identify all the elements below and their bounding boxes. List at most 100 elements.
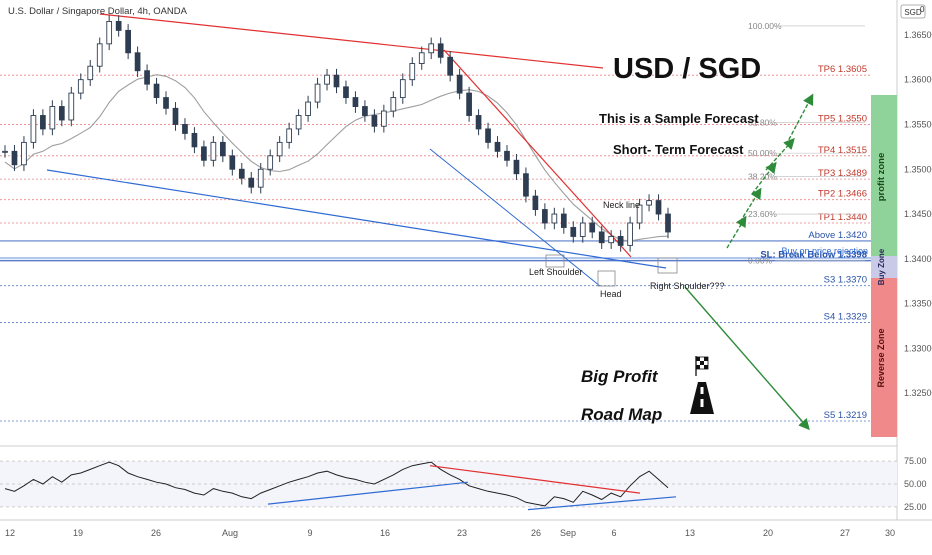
forecast-up-arrow <box>765 137 795 171</box>
left-shoulder-box <box>545 254 565 268</box>
forecast-up-arrow <box>751 161 777 195</box>
level-label: Above 1.3420 <box>808 230 867 241</box>
head-label: Head <box>600 289 622 299</box>
candle-body <box>579 222 586 237</box>
currency-badge-value: 0 <box>920 5 925 14</box>
support-line-2 <box>429 148 601 287</box>
candle-body <box>21 141 27 166</box>
big-profit-label: Big Profit <box>581 367 659 386</box>
candle-body <box>475 115 482 130</box>
candle-body <box>295 115 302 130</box>
fib-label: 23.60% <box>748 209 777 219</box>
candle-body <box>665 213 671 233</box>
candle-body <box>447 56 454 76</box>
candle-body <box>305 101 311 116</box>
candle-body <box>286 128 292 143</box>
reverse-zone <box>871 278 897 437</box>
level-label: SL: Break Below 1.3398 <box>760 250 867 261</box>
head-box <box>597 270 616 287</box>
rsi-support-line-2 <box>527 496 677 511</box>
candle-body <box>560 213 567 228</box>
candle-body <box>627 222 633 246</box>
candle-body <box>646 200 652 206</box>
candle-body <box>655 200 662 215</box>
rsi-pane: 75.00 50.00 25.00 <box>0 456 927 512</box>
candle-body <box>238 168 245 179</box>
buy-rejection-label: Buy on price rejection <box>781 246 868 256</box>
resistance-line <box>99 13 604 69</box>
candle-body <box>267 155 274 170</box>
level-label: TP4 1.3515 <box>818 145 867 156</box>
candle-body <box>201 146 207 161</box>
candle-body <box>399 79 406 99</box>
candle-body <box>172 107 179 125</box>
candle-body <box>485 128 491 143</box>
road-map-icon <box>690 382 714 414</box>
time-tick-label: 27 <box>840 528 850 538</box>
candle-body <box>418 52 425 64</box>
candle-body <box>106 20 113 45</box>
fib-label: 50.00% <box>748 148 777 158</box>
candle-body <box>11 150 18 166</box>
candle-body <box>390 97 397 112</box>
time-tick-label: 26 <box>151 528 161 538</box>
profit-zone <box>871 95 897 256</box>
candle-body <box>504 150 510 161</box>
candle-body <box>456 74 463 94</box>
time-axis[interactable]: 12 19 26 Aug 9 16 23 26 Sep 6 13 20 27 30 <box>5 528 895 538</box>
fib-label: 100.00% <box>748 21 782 31</box>
candle-body <box>229 155 236 170</box>
left-shoulder-label: Left Shoulder <box>529 267 583 277</box>
candle-body <box>608 235 615 244</box>
candle-body <box>276 141 283 157</box>
time-tick-label: Aug <box>222 528 238 538</box>
trend-lines <box>0 13 871 287</box>
currency-badge-label: SGD <box>904 8 922 17</box>
candle-body <box>257 168 264 188</box>
term-note: Short- Term Forecast <box>613 142 744 157</box>
candle-body <box>494 141 501 152</box>
time-tick-label: 19 <box>73 528 83 538</box>
currency-badge[interactable] <box>900 4 926 19</box>
candle-body <box>30 115 37 143</box>
descending-resistance-line <box>443 49 632 258</box>
price-tick-label: 1.34500 <box>904 209 932 219</box>
time-tick-label: Sep <box>560 528 576 538</box>
candle-series <box>2 15 671 252</box>
price-tick-label: 1.36000 <box>904 75 932 85</box>
candle-body <box>191 132 198 148</box>
candle-body <box>551 213 558 224</box>
rsi-tick-label: 75.00 <box>904 456 927 466</box>
level-label: TP3 1.3489 <box>818 168 867 179</box>
candle-body <box>371 115 378 127</box>
candle-body <box>58 106 65 121</box>
sample-note: This is a Sample Forecast <box>599 111 759 126</box>
forecast-up-arrow <box>739 187 762 223</box>
candle-body <box>466 92 472 116</box>
rsi-resistance-line <box>429 465 641 494</box>
moving-average-line <box>4 74 669 242</box>
price-tick-label: 1.33500 <box>904 299 932 309</box>
candle-body <box>636 204 643 224</box>
candle-body <box>49 106 56 130</box>
reverse-zone-label: Reverse Zone <box>876 328 886 387</box>
time-tick-label: 12 <box>5 528 15 538</box>
road-map-label: Road Map <box>581 405 662 424</box>
moving-average <box>4 74 669 242</box>
candle-body <box>598 231 605 244</box>
fib-label: 0.00% <box>748 256 773 266</box>
candle-body <box>523 173 529 197</box>
candle-body <box>542 209 548 224</box>
price-tick-label: 1.35500 <box>904 119 932 129</box>
candle-body <box>77 79 84 94</box>
level-label: TP5 1.3550 <box>818 113 867 124</box>
time-tick-label: 20 <box>763 528 773 538</box>
candle-body <box>428 43 435 54</box>
time-tick-label: 26 <box>531 528 541 538</box>
candle-body <box>144 70 150 85</box>
candle-body <box>409 63 416 81</box>
candle-body <box>570 227 577 237</box>
level-label: TP6 1.3605 <box>818 64 867 75</box>
price-axis[interactable]: 1.36500 1.36000 1.35500 1.35000 1.34500 1.340… <box>904 30 932 398</box>
